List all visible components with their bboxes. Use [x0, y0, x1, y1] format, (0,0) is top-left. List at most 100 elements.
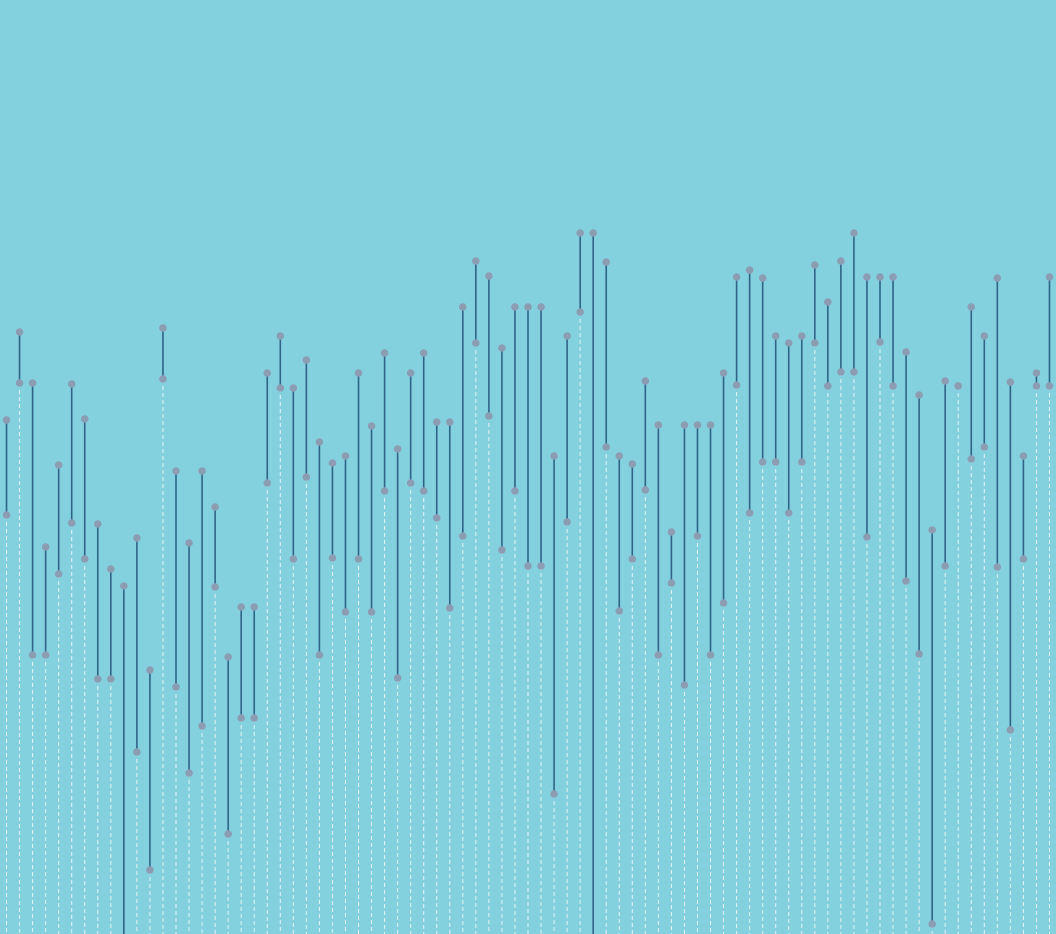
dumbbell-point-end [2, 511, 11, 519]
dumbbell-point-start [41, 543, 50, 551]
dumbbell-point-start [15, 328, 24, 336]
dumbbell-point-start [159, 324, 167, 332]
dumbbell-point-end [302, 473, 311, 481]
dumbbell-point-end [80, 555, 89, 563]
dumbbell-point-end [498, 546, 506, 554]
dumbbell-point-end [824, 382, 832, 390]
dumbbell-point-start [250, 603, 259, 611]
dumbbell-point-start [928, 526, 936, 534]
dumbbell-point-start [393, 445, 402, 453]
dumbbell-point-end [745, 509, 754, 517]
dumbbell-point-start [354, 369, 363, 377]
dumbbell-point-start [485, 272, 493, 280]
dumbbell-point-start [589, 229, 597, 237]
dumbbell-point-start [771, 332, 780, 340]
dumbbell-point-start [824, 298, 832, 306]
dumbbell-point-start [863, 273, 871, 281]
dumbbell-point-end [107, 675, 115, 683]
dumbbell-point-end [941, 562, 949, 570]
dumbbell-point-end [211, 583, 219, 591]
dumbbell-point-end [680, 681, 689, 689]
dumbbell-point-end [289, 555, 298, 563]
dumbbell-point-start [732, 273, 741, 281]
dumbbell-point-end [159, 375, 167, 383]
dumbbell-point-start [706, 421, 715, 429]
dumbbell-point-end [511, 487, 519, 495]
dumbbell-point-start [784, 339, 793, 347]
dumbbell-point-start [2, 416, 11, 424]
dumbbell-point-start [498, 344, 506, 352]
dumbbell-point-start [889, 273, 897, 281]
dumbbell-point-start [967, 303, 976, 311]
dumbbell-point-start [289, 384, 298, 392]
dumbbell-point-start [941, 377, 949, 385]
dumbbell-point-end [1019, 555, 1028, 563]
dumbbell-point-start [837, 257, 845, 265]
dumbbell-point-start [172, 467, 180, 475]
dumbbell-point-start [107, 565, 115, 573]
dumbbell-point-end [967, 455, 976, 463]
dumbbell-point-start [615, 452, 624, 460]
dumbbell-point-end [784, 509, 793, 517]
dumbbell-point-end [524, 562, 532, 570]
dumbbell-point-end [380, 487, 389, 495]
dumbbell-point-end [354, 555, 363, 563]
dumbbell-point-start [628, 460, 637, 468]
dumbbell-point-end [93, 675, 102, 683]
dashed-guides [6, 312, 1050, 934]
dumbbell-point-start [902, 348, 910, 356]
dumbbell-point-end [667, 579, 676, 587]
dumbbell-point-end [915, 650, 923, 658]
dumbbell-point-start [876, 273, 884, 281]
dumbbell-point-start [432, 418, 441, 426]
dumbbell-point-start [576, 229, 584, 237]
dumbbell-point-end [67, 519, 76, 527]
dumbbell-point-end [1045, 382, 1054, 390]
dumbbell-point-end [706, 651, 715, 659]
dumbbell-point-start [54, 461, 63, 469]
dumbbell-point-end [406, 479, 415, 487]
dumbbell-point-start [1006, 378, 1015, 386]
dumbbell-point-start [341, 452, 350, 460]
dumbbell-point-end [185, 769, 193, 777]
dumbbell-point-end [876, 338, 884, 346]
dumbbell-point-start [185, 539, 193, 547]
dumbbell-point-start [472, 257, 480, 265]
dumbbell-point-end [1006, 726, 1015, 734]
dumbbell-point-start [67, 380, 76, 388]
dumbbell-point-start [302, 356, 311, 364]
dumbbell-point-end [732, 381, 741, 389]
dumbbell-point-start [811, 261, 819, 269]
dumbbell-point-start [850, 229, 858, 237]
dumbbell-point-start [993, 274, 1002, 282]
dumbbell-point-end [954, 382, 963, 390]
dumbbell-point-end [250, 714, 259, 722]
dumbbell-point-start [459, 303, 467, 311]
dumbbell-point-start [524, 303, 532, 311]
dumbbell-point-start [237, 603, 245, 611]
dumbbell-point-end [928, 920, 936, 928]
markers [2, 229, 1054, 928]
dumbbell-point-end [485, 412, 493, 420]
dumbbell-point-start [419, 349, 428, 357]
dumbbell-point-end [198, 722, 206, 730]
dumbbell-point-end [15, 379, 24, 387]
dumbbell-point-end [445, 604, 454, 612]
dumbbell-point-end [628, 555, 637, 563]
dumbbell-point-start [133, 534, 141, 542]
dumbbell-point-end [771, 458, 780, 466]
dumbbell-point-end [276, 384, 285, 392]
dumbbell-point-end [563, 518, 571, 526]
dumbbell-point-start [263, 369, 272, 377]
dumbbell-point-end [237, 714, 245, 722]
dumbbell-point-end [472, 339, 480, 347]
dumbbell-point-start [667, 528, 676, 536]
dumbbell-point-start [693, 421, 702, 429]
dumbbell-point-start [211, 503, 219, 511]
dumbbell-point-start [980, 332, 989, 340]
dumbbell-point-start [198, 467, 206, 475]
dumbbell-point-end [367, 608, 376, 616]
dumbbell-point-end [693, 532, 702, 540]
dumbbell-point-start [120, 582, 128, 590]
